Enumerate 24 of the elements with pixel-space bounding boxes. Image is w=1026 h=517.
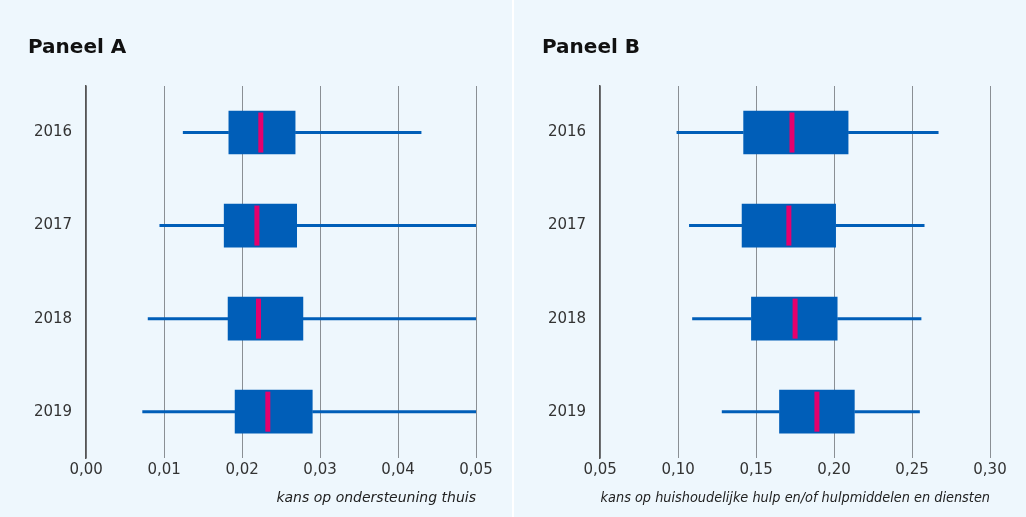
x-tick-label: 0,03 bbox=[303, 460, 337, 479]
chart-title: Paneel A bbox=[28, 34, 127, 59]
x-axis-title: kans op huishoudelijke hulp en/of hulpmiddelen en diensten bbox=[600, 489, 990, 506]
x-tick-label: 0,05 bbox=[583, 460, 617, 479]
x-tick-label: 0,10 bbox=[661, 460, 695, 479]
x-tick-label: 0,15 bbox=[739, 460, 773, 479]
x-axis-title: kans op ondersteuning thuis bbox=[276, 489, 476, 506]
chart-title: Paneel B bbox=[542, 34, 641, 59]
x-tick-label: 0,04 bbox=[381, 460, 415, 479]
x-tick-label: 0,05 bbox=[459, 460, 493, 479]
y-tick-label: 2018 bbox=[547, 308, 587, 327]
x-tick-label: 0,30 bbox=[973, 460, 1007, 479]
y-tick-label: 2017 bbox=[33, 215, 73, 234]
x-tick-label: 0,02 bbox=[225, 460, 259, 479]
y-tick-label: 2019 bbox=[33, 401, 73, 420]
x-tick-label: 0,01 bbox=[147, 460, 181, 479]
x-tick-label: 0,20 bbox=[817, 460, 851, 479]
y-tick-label: 2017 bbox=[547, 215, 587, 234]
y-tick-label: 2016 bbox=[33, 122, 73, 141]
y-tick-label: 2018 bbox=[33, 308, 73, 327]
x-tick-label: 0,00 bbox=[69, 460, 103, 479]
x-tick-label: 0,25 bbox=[895, 460, 929, 479]
y-tick-label: 2016 bbox=[547, 122, 587, 141]
y-tick-label: 2019 bbox=[547, 401, 587, 420]
